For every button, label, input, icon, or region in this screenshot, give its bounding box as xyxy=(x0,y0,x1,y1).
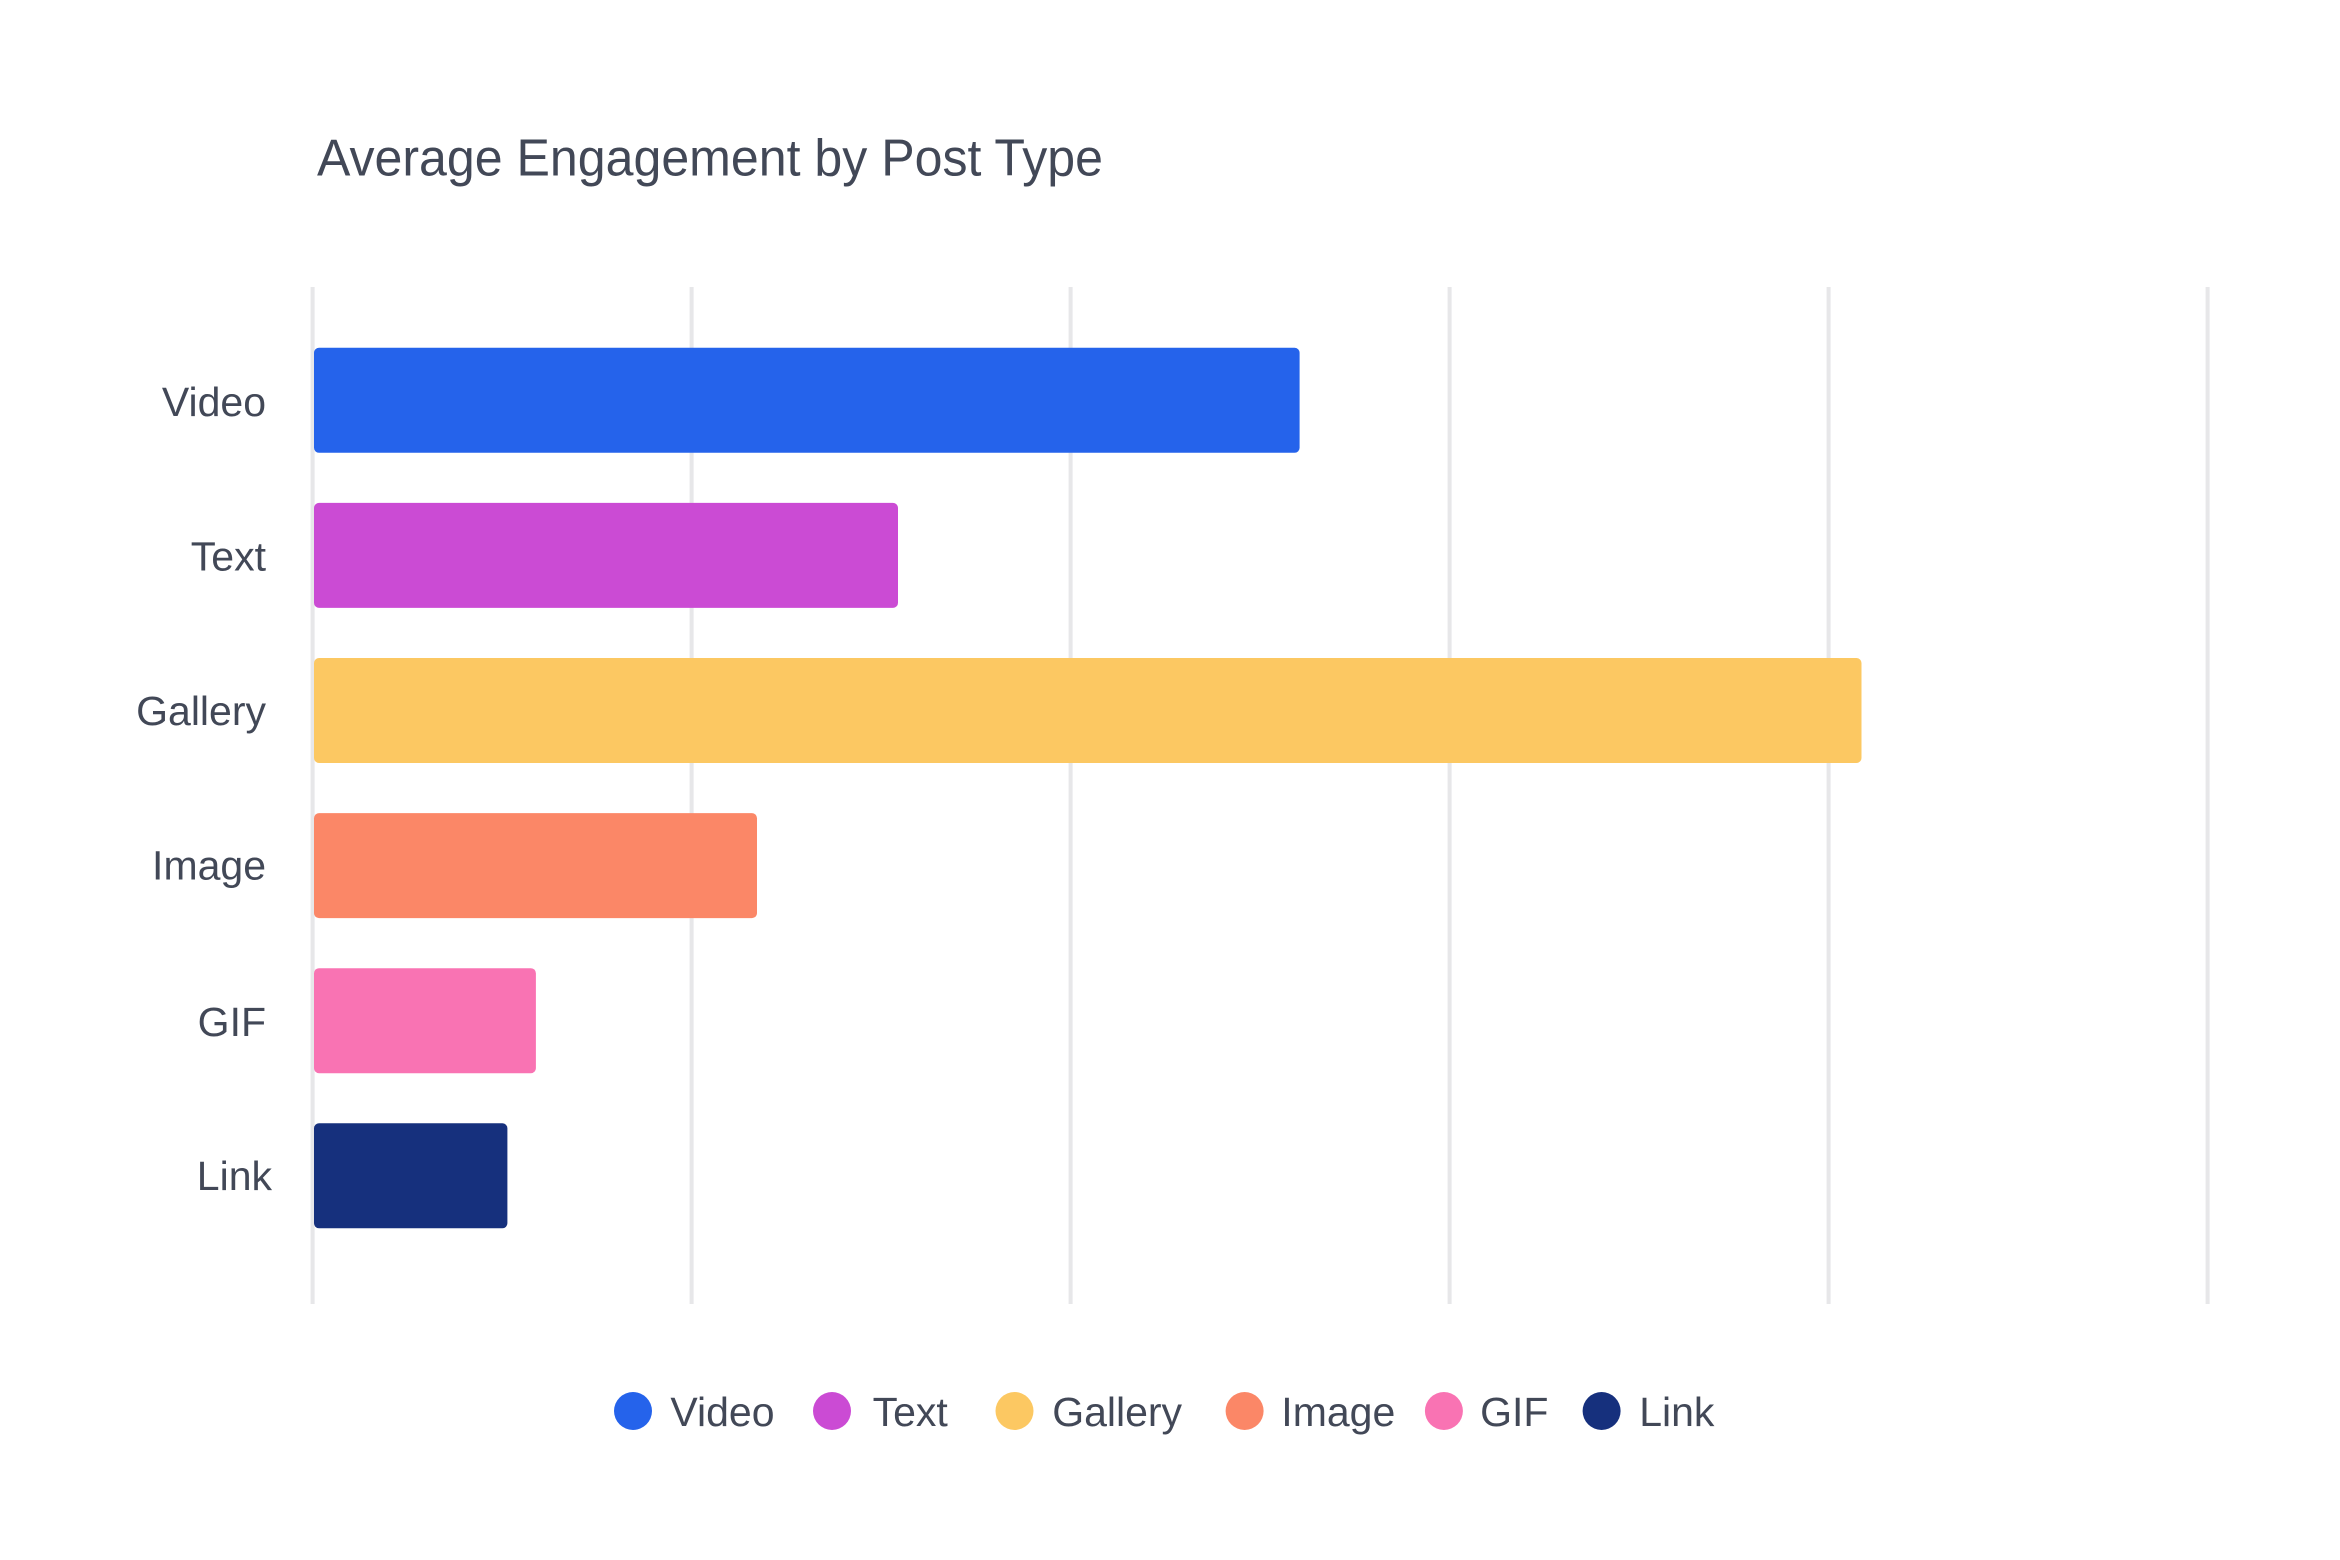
svg-text:Gallery: Gallery xyxy=(136,688,266,734)
svg-text:Image: Image xyxy=(152,843,266,889)
svg-text:GIF: GIF xyxy=(1480,1389,1548,1435)
svg-text:Text: Text xyxy=(873,1389,949,1435)
svg-text:GIF: GIF xyxy=(198,999,266,1045)
svg-text:Link: Link xyxy=(197,1153,273,1199)
svg-text:Video: Video xyxy=(162,379,266,425)
svg-text:Video: Video xyxy=(670,1389,774,1435)
svg-text:Average Engagement by Post Typ: Average Engagement by Post Type xyxy=(317,129,1103,187)
svg-text:Gallery: Gallery xyxy=(1052,1389,1182,1435)
svg-text:Link: Link xyxy=(1639,1389,1715,1435)
svg-text:Image: Image xyxy=(1281,1389,1395,1435)
svg-text:Text: Text xyxy=(191,533,267,579)
